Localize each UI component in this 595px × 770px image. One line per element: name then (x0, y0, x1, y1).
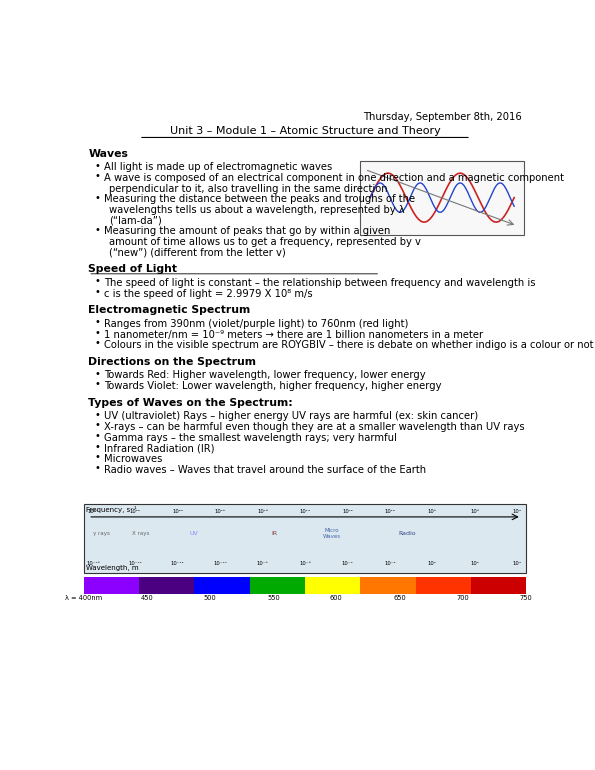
Text: 700: 700 (456, 595, 469, 601)
Text: Towards Red: Higher wavelength, lower frequency, lower energy: Towards Red: Higher wavelength, lower fr… (104, 370, 426, 380)
Text: (“new”) (different from the letter v): (“new”) (different from the letter v) (109, 248, 286, 258)
Text: •: • (94, 420, 100, 430)
Text: •: • (94, 463, 100, 473)
Text: 10¹⁸: 10¹⁸ (215, 509, 226, 514)
Bar (250, 578, 305, 594)
Text: •: • (94, 369, 100, 379)
Text: •: • (94, 161, 100, 171)
Text: •: • (94, 452, 100, 462)
Text: •: • (94, 410, 100, 420)
Text: wavelengths tells us about a wavelength, represented by λ: wavelengths tells us about a wavelength,… (109, 205, 405, 215)
Text: IR: IR (271, 531, 277, 537)
Text: 10¹⁴: 10¹⁴ (299, 509, 311, 514)
Text: Radio: Radio (398, 531, 415, 537)
Text: 1 nanometer/nm = 10⁻⁹ meters → there are 1 billion nanometers in a meter: 1 nanometer/nm = 10⁻⁹ meters → there are… (104, 330, 484, 340)
Text: 650: 650 (393, 595, 406, 601)
Text: Micro
Waves: Micro Waves (322, 528, 340, 539)
Text: The speed of light is constant – the relationship between frequency and waveleng: The speed of light is constant – the rel… (104, 278, 539, 288)
Text: Thursday, September 8th, 2016: Thursday, September 8th, 2016 (363, 112, 522, 122)
Text: •: • (94, 225, 100, 235)
Text: Microwaves: Microwaves (104, 454, 162, 464)
Text: 10⁻¹²: 10⁻¹² (171, 561, 184, 565)
Text: 450: 450 (140, 595, 154, 601)
Text: perpendicular to it, also travelling in the same direction: perpendicular to it, also travelling in … (109, 184, 387, 194)
Text: 10⁻⁶: 10⁻⁶ (299, 561, 311, 565)
Text: 500: 500 (204, 595, 217, 601)
Text: Towards Violet: Lower wavelength, higher frequency, higher energy: Towards Violet: Lower wavelength, higher… (104, 381, 442, 391)
Text: Wavelength, m: Wavelength, m (86, 565, 139, 571)
Text: 10²²: 10²² (130, 509, 141, 514)
Text: 10⁻⁸: 10⁻⁸ (256, 561, 268, 565)
Text: 10⁻¹⁶: 10⁻¹⁶ (86, 561, 99, 565)
Bar (194, 578, 250, 594)
Bar (83, 504, 527, 573)
Text: 10⁸: 10⁸ (428, 509, 437, 514)
Text: Speed of Light: Speed of Light (88, 264, 177, 274)
Text: 10⁴: 10⁴ (513, 561, 521, 565)
Text: 10⁻⁴: 10⁻⁴ (342, 561, 353, 565)
Text: 10²⁴: 10²⁴ (87, 509, 98, 514)
Text: 750: 750 (520, 595, 533, 601)
Text: (“lam-da”): (“lam-da”) (109, 216, 162, 226)
Text: Infrared Radiation (IR): Infrared Radiation (IR) (104, 444, 215, 454)
Text: Electromagnetic Spectrum: Electromagnetic Spectrum (88, 305, 250, 315)
Text: 10²: 10² (470, 561, 479, 565)
Text: Radio waves – Waves that travel around the surface of the Earth: Radio waves – Waves that travel around t… (104, 465, 427, 475)
Text: Measuring the distance between the peaks and troughs of the: Measuring the distance between the peaks… (104, 194, 415, 204)
Text: UV: UV (190, 531, 199, 537)
Text: •: • (94, 171, 100, 181)
Text: •: • (94, 276, 100, 286)
Bar (83, 578, 139, 594)
Bar (361, 161, 524, 235)
Text: Colours in the visible spectrum are ROYGBIV – there is debate on whether indigo : Colours in the visible spectrum are ROYG… (104, 340, 594, 350)
Text: 10²⁰: 10²⁰ (172, 509, 183, 514)
Text: •: • (94, 442, 100, 452)
Text: X rays: X rays (133, 531, 150, 537)
Bar (471, 578, 527, 594)
Text: •: • (94, 380, 100, 390)
Text: 10¹⁶: 10¹⁶ (257, 509, 268, 514)
Text: 550: 550 (267, 595, 280, 601)
Text: Waves: Waves (88, 149, 128, 159)
Text: UV (ultraviolet) Rays – higher energy UV rays are harmful (ex: skin cancer): UV (ultraviolet) Rays – higher energy UV… (104, 411, 478, 421)
Text: amount of time allows us to get a frequency, represented by v: amount of time allows us to get a freque… (109, 237, 421, 247)
Text: 10⁰: 10⁰ (428, 561, 437, 565)
Text: 10⁻¹⁴: 10⁻¹⁴ (129, 561, 142, 565)
Text: 10¹⁰: 10¹⁰ (384, 509, 395, 514)
Text: 10⁴: 10⁴ (513, 509, 521, 514)
Text: Directions on the Spectrum: Directions on the Spectrum (88, 357, 256, 367)
Text: Types of Waves on the Spectrum:: Types of Waves on the Spectrum: (88, 398, 293, 408)
Text: All light is made up of electromagnetic waves: All light is made up of electromagnetic … (104, 162, 333, 172)
Bar (305, 578, 361, 594)
Text: 10⁶: 10⁶ (470, 509, 479, 514)
Bar (139, 578, 195, 594)
Text: •: • (94, 317, 100, 327)
Text: 10⁻²: 10⁻² (384, 561, 396, 565)
Text: •: • (94, 328, 100, 338)
Text: Frequency, s⁻¹: Frequency, s⁻¹ (86, 506, 137, 513)
Bar (361, 578, 415, 594)
Text: Unit 3 – Module 1 – Atomic Structure and Theory: Unit 3 – Module 1 – Atomic Structure and… (170, 126, 440, 136)
Text: c is the speed of light = 2.9979 X 10⁸ m/s: c is the speed of light = 2.9979 X 10⁸ m… (104, 289, 313, 299)
Text: Gamma rays – the smallest wavelength rays; very harmful: Gamma rays – the smallest wavelength ray… (104, 433, 397, 443)
Text: 10¹²: 10¹² (342, 509, 353, 514)
Text: Ranges from 390nm (violet/purple light) to 760nm (red light): Ranges from 390nm (violet/purple light) … (104, 319, 409, 329)
Text: γ rays: γ rays (93, 531, 109, 537)
Text: λ = 400nm: λ = 400nm (65, 595, 102, 601)
Text: Measuring the amount of peaks that go by within a given: Measuring the amount of peaks that go by… (104, 226, 391, 236)
Bar (416, 578, 471, 594)
Text: •: • (94, 431, 100, 441)
Text: 600: 600 (330, 595, 343, 601)
Text: •: • (94, 287, 100, 297)
Text: •: • (94, 192, 100, 203)
Text: X-rays – can be harmful even though they are at a smaller wavelength than UV ray: X-rays – can be harmful even though they… (104, 422, 525, 432)
Text: •: • (94, 339, 100, 349)
Text: A wave is composed of an electrical component in one direction and a magnetic co: A wave is composed of an electrical comp… (104, 173, 564, 183)
Text: 10⁻¹⁰: 10⁻¹⁰ (213, 561, 227, 565)
